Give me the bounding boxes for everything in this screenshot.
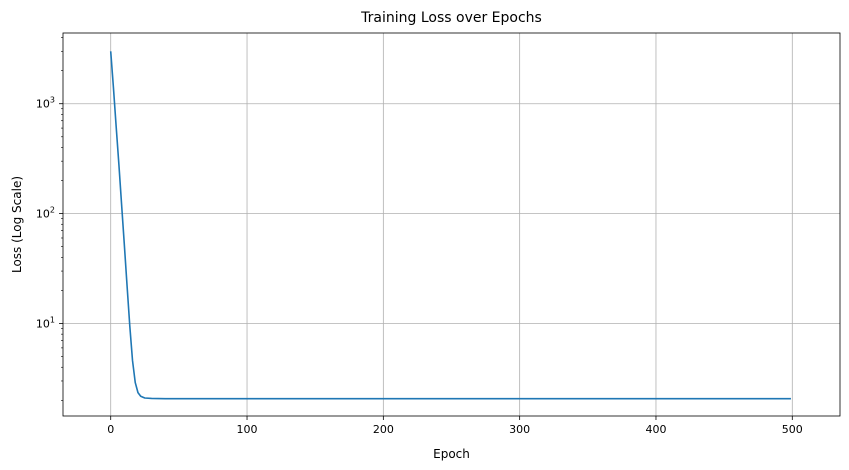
- x-tick-label: 500: [782, 423, 803, 436]
- x-tick-label: 200: [373, 423, 394, 436]
- plot-frame: [62, 32, 841, 417]
- x-axis-label: Epoch: [433, 447, 470, 461]
- x-tick-label: 300: [509, 423, 530, 436]
- y-tick-label: 102: [36, 206, 55, 221]
- grid-lines: [63, 33, 840, 416]
- y-tick-label: 103: [36, 96, 55, 111]
- x-tick-label: 100: [237, 423, 258, 436]
- series-layer: [109, 51, 791, 400]
- axis-ticks: 0 100 200 300 400 500 101 102 103: [36, 37, 803, 436]
- loss-series-line: [109, 51, 791, 400]
- y-axis-label: Loss (Log Scale): [10, 176, 24, 273]
- y-tick-label: 101: [36, 316, 55, 331]
- chart-title: Training Loss over Epochs: [360, 10, 542, 26]
- x-tick-label: 400: [645, 423, 666, 436]
- x-tick-label: 0: [107, 423, 114, 436]
